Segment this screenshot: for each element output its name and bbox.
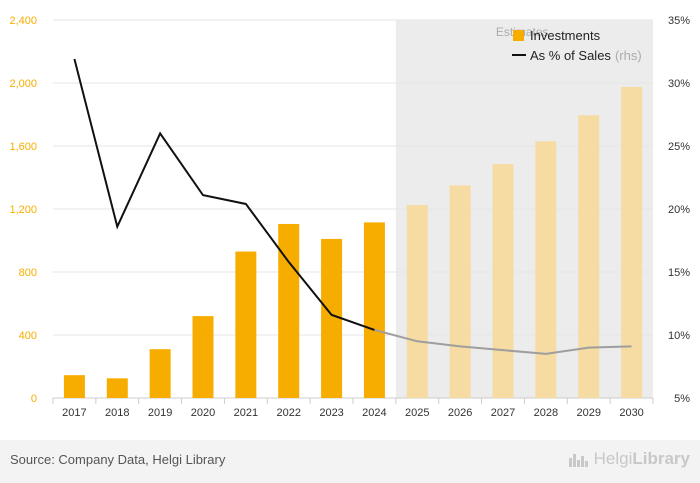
helgi-library-logo[interactable]: HelgiLibrary bbox=[568, 449, 690, 469]
footer: Source: Company Data, Helgi Library Helg… bbox=[0, 440, 700, 483]
x-tick-label: 2028 bbox=[534, 407, 558, 419]
right-tick-label: 20% bbox=[668, 204, 690, 216]
left-tick-label: 1,600 bbox=[9, 141, 37, 153]
investment-bar bbox=[406, 205, 428, 398]
legend-sales-label: As % of Sales (rhs) bbox=[530, 48, 642, 63]
left-tick-label: 0 bbox=[31, 393, 37, 405]
x-tick-label: 2025 bbox=[405, 407, 429, 419]
x-tick-label: 2023 bbox=[319, 407, 343, 419]
chart: 0 400 800 1,200 1,600 2,000 2,400 5% 10% 15% 20% 2… bbox=[9, 15, 690, 419]
right-tick-label: 5% bbox=[674, 393, 690, 405]
investment-bar bbox=[235, 251, 257, 398]
investment-bar bbox=[449, 185, 471, 398]
investment-bar bbox=[535, 141, 557, 398]
right-tick-label: 10% bbox=[668, 330, 690, 342]
x-axis: 2017 2018 2019 2020 2021 2022 2023 2024 2025 2026… bbox=[52, 398, 654, 419]
logo-text: HelgiLibrary bbox=[594, 449, 690, 469]
right-axis: 5% 10% 15% 20% 25% 30% 35% bbox=[668, 15, 690, 405]
investment-bar bbox=[578, 115, 600, 398]
left-axis: 0 400 800 1,200 1,600 2,000 2,400 bbox=[9, 15, 37, 405]
legend-sales-axis-note: (rhs) bbox=[615, 48, 642, 63]
legend: Investments As % of Sales (rhs) bbox=[512, 28, 642, 63]
sales-share-line-estimate bbox=[374, 328, 632, 355]
legend-investments-swatch bbox=[513, 30, 524, 41]
right-tick-label: 35% bbox=[668, 15, 690, 27]
investment-bar bbox=[63, 375, 85, 398]
left-tick-label: 800 bbox=[19, 267, 37, 279]
left-tick-label: 2,000 bbox=[9, 78, 37, 90]
x-tick-label: 2024 bbox=[362, 407, 386, 419]
x-tick-label: 2019 bbox=[148, 407, 172, 419]
legend-investments-label: Investments bbox=[530, 28, 601, 43]
line-series bbox=[73, 58, 632, 355]
x-tick-label: 2018 bbox=[105, 407, 129, 419]
investment-bar bbox=[321, 238, 343, 398]
right-tick-label: 30% bbox=[668, 78, 690, 90]
x-tick-label: 2029 bbox=[576, 407, 600, 419]
investment-bar bbox=[621, 86, 643, 398]
x-tick-label: 2017 bbox=[62, 407, 86, 419]
right-tick-label: 25% bbox=[668, 141, 690, 153]
investment-bar bbox=[106, 378, 128, 398]
investment-bar bbox=[192, 316, 214, 398]
investment-bar bbox=[278, 223, 300, 398]
source-text: Source: Company Data, Helgi Library bbox=[10, 452, 226, 467]
left-tick-label: 2,400 bbox=[9, 15, 37, 27]
logo-text-bold: Library bbox=[632, 449, 690, 468]
logo-text-light: Helgi bbox=[593, 449, 633, 468]
investment-bar bbox=[492, 164, 514, 398]
x-tick-label: 2022 bbox=[276, 407, 300, 419]
x-tick-label: 2026 bbox=[448, 407, 472, 419]
x-tick-label: 2027 bbox=[491, 407, 515, 419]
city-skyline-icon bbox=[568, 454, 588, 467]
legend-sales-name: As % of Sales bbox=[530, 48, 611, 63]
x-tick-label: 2030 bbox=[619, 407, 643, 419]
sales-share-line bbox=[73, 58, 375, 331]
left-tick-label: 400 bbox=[19, 330, 37, 342]
investment-bar bbox=[363, 222, 385, 398]
left-tick-label: 1,200 bbox=[9, 204, 37, 216]
x-tick-label: 2021 bbox=[234, 407, 258, 419]
investment-bar bbox=[149, 349, 171, 398]
x-tick-label: 2020 bbox=[191, 407, 215, 419]
right-tick-label: 15% bbox=[668, 267, 690, 279]
